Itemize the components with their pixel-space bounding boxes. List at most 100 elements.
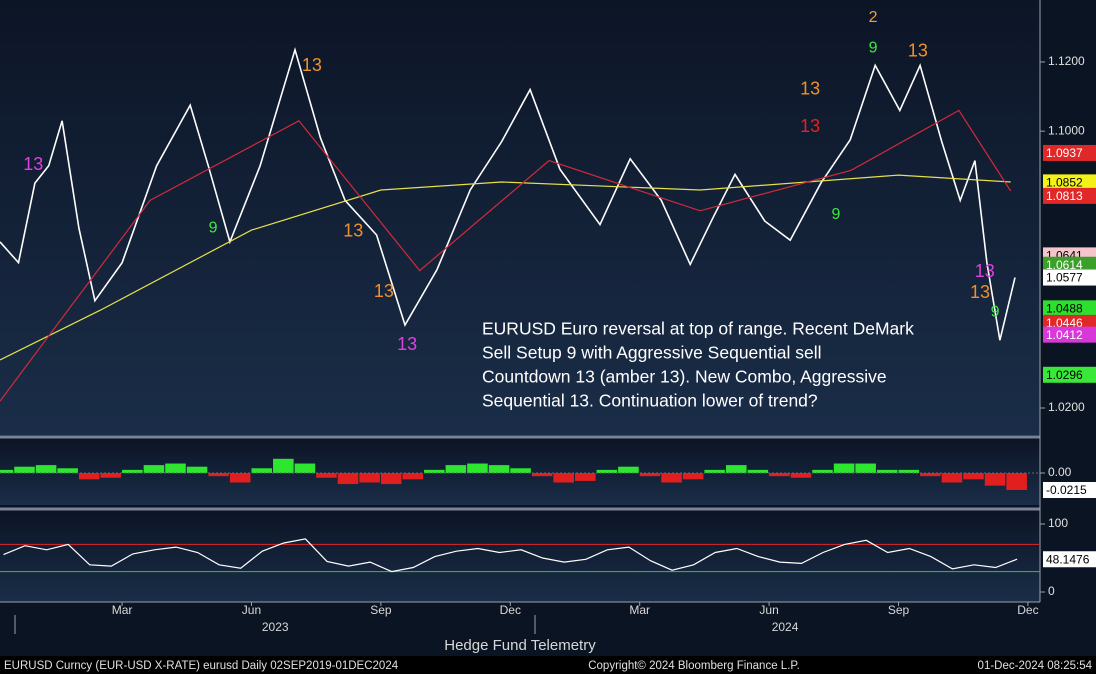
macd-bar [467,463,488,474]
y-tick-label: 0.00 [1048,465,1072,479]
macd-bar [35,465,57,474]
macd-bar [725,465,747,474]
macd-bar [682,473,704,480]
footer-right: 01-Dec-2024 08:25:54 [978,660,1093,672]
footer-center: Copyright© 2024 Bloomberg Finance L.P. [588,660,800,672]
price-tag-label: 1.0614 [1046,258,1083,272]
annotation: EURUSD Euro reversal at top of range. Re… [482,319,914,339]
macd-bar [186,466,208,474]
macd-bar [100,473,122,478]
x-tick-label: Sep [370,603,392,617]
x-tick-label: Mar [629,603,650,617]
y-tick-label: 0 [1048,584,1055,598]
macd-bar [833,463,855,474]
moving-average [0,109,1012,402]
macd-bar [898,469,920,474]
macd-bar [747,469,769,474]
macd-bar [1006,473,1027,490]
x-tick-label: Dec [500,603,521,617]
price-tag-label: 1.0937 [1046,146,1083,160]
macd-bar [251,468,273,474]
price-tag [1043,366,1096,383]
price-tag [1043,269,1096,286]
macd-bar [963,473,984,480]
demark-count: 13 [397,334,417,354]
footer [0,656,1096,674]
y-tick-label: 1.0200 [1048,400,1085,414]
demark-count: 13 [908,41,928,61]
oscillator-line [3,538,1018,573]
price-tag-label: 1.0412 [1046,328,1083,342]
macd-bar [229,473,251,483]
last-tag [1043,551,1096,568]
demark-count: 2 [869,9,878,26]
demark-count: 13 [800,79,820,99]
macd-bar [273,458,294,474]
macd-bar [704,469,725,474]
macd-bar [143,465,165,474]
macd-bar [0,469,14,474]
page-title: Hedge Fund Telemetry [444,637,596,654]
macd-bar [122,469,143,474]
x-tick-label: Sep [888,603,910,617]
macd-bar [574,473,596,481]
macd-bar [208,473,229,477]
demark-count: 13 [975,261,995,281]
macd-bar [57,468,78,474]
macd-bar [790,473,812,478]
price-tag-label: 1.0852 [1046,176,1083,190]
macd-bar [855,463,876,474]
macd-bar [984,473,1006,486]
osc-panel [0,512,1040,602]
macd-bar [337,473,359,485]
last-tag [1043,481,1096,498]
macd-bar [941,473,963,483]
macd-bar [920,473,941,477]
macd-bar [445,465,467,474]
price-tag-label: 1.0813 [1046,189,1083,203]
macd-bar [294,463,316,474]
macd-bar [14,466,35,474]
macd-bar [769,473,790,477]
macd-bar [380,473,402,485]
demark-count: 13 [374,281,394,301]
macd-bar [510,468,531,474]
price-tag [1043,144,1096,161]
price-tag-label: 1.0488 [1046,302,1083,316]
macd-bar [78,473,100,480]
demark-count: 13 [970,282,990,302]
macd-bar [596,469,618,474]
price-tag-label: 1.0577 [1046,271,1083,285]
macd-bar [639,473,661,477]
footer-left: EURUSD Curncy (EUR-USD X-RATE) eurusd Da… [4,660,399,672]
price-panel [0,0,1040,435]
price-tag-label: 1.0296 [1046,368,1083,382]
x-tick-label: Jun [759,603,778,617]
year-label: 2023 [262,620,289,634]
last-tag-label: -0.0215 [1046,483,1087,497]
macd-bar [359,473,380,483]
macd-bar [812,469,833,474]
macd-bar [402,473,424,480]
price-tag [1043,174,1096,191]
y-tick-label: 100 [1048,516,1068,530]
price-tag [1043,326,1096,343]
price-tag [1043,187,1096,204]
macd-bar [488,465,510,474]
demark-count: 9 [869,39,878,56]
price-tag-label: 1.0446 [1046,316,1083,330]
moving-average [0,174,1011,361]
x-tick-label: Dec [1017,603,1038,617]
demark-count: 13 [343,221,363,241]
macd-bar [876,469,898,474]
price-tag [1043,300,1096,317]
demark-count: 13 [800,116,820,136]
macd-bar [316,473,337,478]
x-tick-label: Jun [242,603,261,617]
demark-count: 13 [302,55,322,75]
last-tag-label: 48.1476 [1046,552,1090,566]
macd-bar [553,473,574,483]
demark-count: 9 [991,303,1000,320]
